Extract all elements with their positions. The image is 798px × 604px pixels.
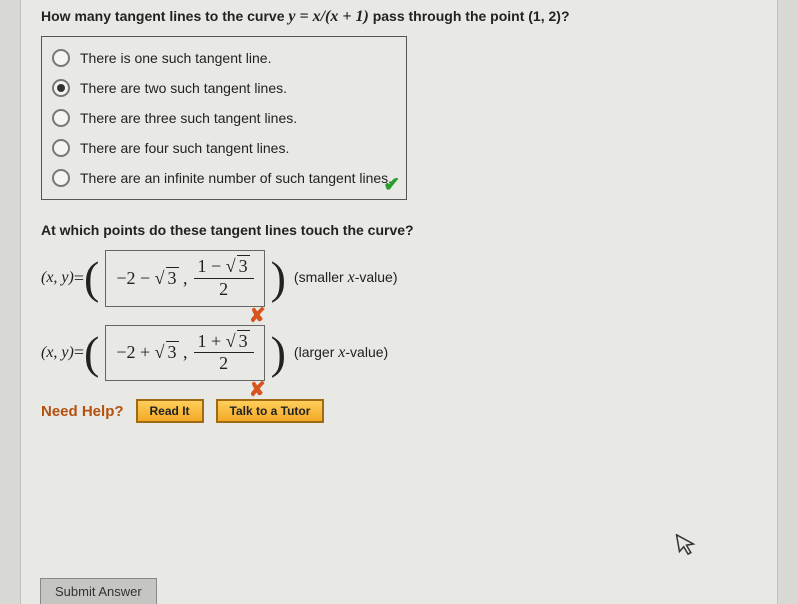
need-help-row: Need Help? Read It Talk to a Tutor: [41, 399, 757, 423]
radio-icon[interactable]: [52, 139, 70, 157]
lhs: (x, y): [41, 344, 74, 362]
answer-hint: (larger x-value): [294, 344, 388, 362]
frac-den: 2: [219, 279, 228, 300]
option-2[interactable]: There are two such tangent lines.: [48, 73, 396, 103]
question-area: How many tangent lines to the curve y = …: [20, 0, 778, 604]
answer-hint: (smaller x-value): [294, 269, 398, 287]
q-equation: y = x/(x + 1): [288, 8, 368, 25]
answer-row-1: (x, y) = ( −2 − √3 , 1 − √3 2 ✘ ) (small…: [41, 250, 757, 307]
frac-den: 2: [219, 353, 228, 374]
options-box: There is one such tangent line. There ar…: [41, 36, 407, 200]
talk-to-tutor-button[interactable]: Talk to a Tutor: [216, 399, 325, 423]
option-5[interactable]: There are an infinite number of such tan…: [48, 163, 396, 193]
option-1[interactable]: There is one such tangent line.: [48, 43, 396, 73]
paren-open: (: [84, 330, 99, 376]
need-help-label: Need Help?: [41, 403, 124, 420]
answer-input-1[interactable]: −2 − √3 , 1 − √3 2 ✘: [105, 250, 264, 307]
submit-answer-button[interactable]: Submit Answer: [40, 578, 157, 604]
option-label: There are three such tangent lines.: [80, 110, 297, 126]
option-3[interactable]: There are three such tangent lines.: [48, 103, 396, 133]
question-text: How many tangent lines to the curve y = …: [41, 8, 757, 26]
paren-open: (: [84, 255, 99, 301]
correct-check-icon: ✔: [383, 172, 400, 197]
subquestion-text: At which points do these tangent lines t…: [41, 222, 757, 238]
equals: =: [74, 268, 84, 289]
equals: =: [74, 342, 84, 363]
q-prefix: How many tangent lines to the curve: [41, 8, 288, 24]
answer-row-2: (x, y) = ( −2 + √3 , 1 + √3 2 ✘ ) (large…: [41, 325, 757, 382]
fraction: 1 + √3 2: [194, 332, 254, 375]
radio-icon[interactable]: [52, 169, 70, 187]
wrong-mark-icon: ✘: [249, 377, 266, 402]
frac-num: 1 + √3: [194, 332, 254, 354]
frac-num: 1 − √3: [194, 257, 254, 279]
q-mid: pass through the point: [369, 8, 528, 24]
paren-close: ): [271, 330, 286, 376]
comma: ,: [179, 268, 188, 289]
read-it-button[interactable]: Read It: [136, 399, 204, 423]
radio-icon[interactable]: [52, 79, 70, 97]
lhs: (x, y): [41, 269, 74, 287]
first-term: −2 + √3: [116, 342, 178, 363]
fraction: 1 − √3 2: [194, 257, 254, 300]
paren-close: ): [271, 255, 286, 301]
option-4[interactable]: There are four such tangent lines.: [48, 133, 396, 163]
comma: ,: [179, 342, 188, 363]
option-label: There are two such tangent lines.: [80, 80, 287, 96]
answer-input-2[interactable]: −2 + √3 , 1 + √3 2 ✘: [105, 325, 264, 382]
option-label: There are four such tangent lines.: [80, 140, 289, 156]
first-term: −2 − √3: [116, 268, 178, 289]
q-suffix: ?: [561, 8, 570, 24]
option-label: There are an infinite number of such tan…: [80, 170, 392, 186]
q-point: (1, 2): [528, 8, 561, 24]
option-label: There is one such tangent line.: [80, 50, 271, 66]
radio-icon[interactable]: [52, 109, 70, 127]
radio-icon[interactable]: [52, 49, 70, 67]
